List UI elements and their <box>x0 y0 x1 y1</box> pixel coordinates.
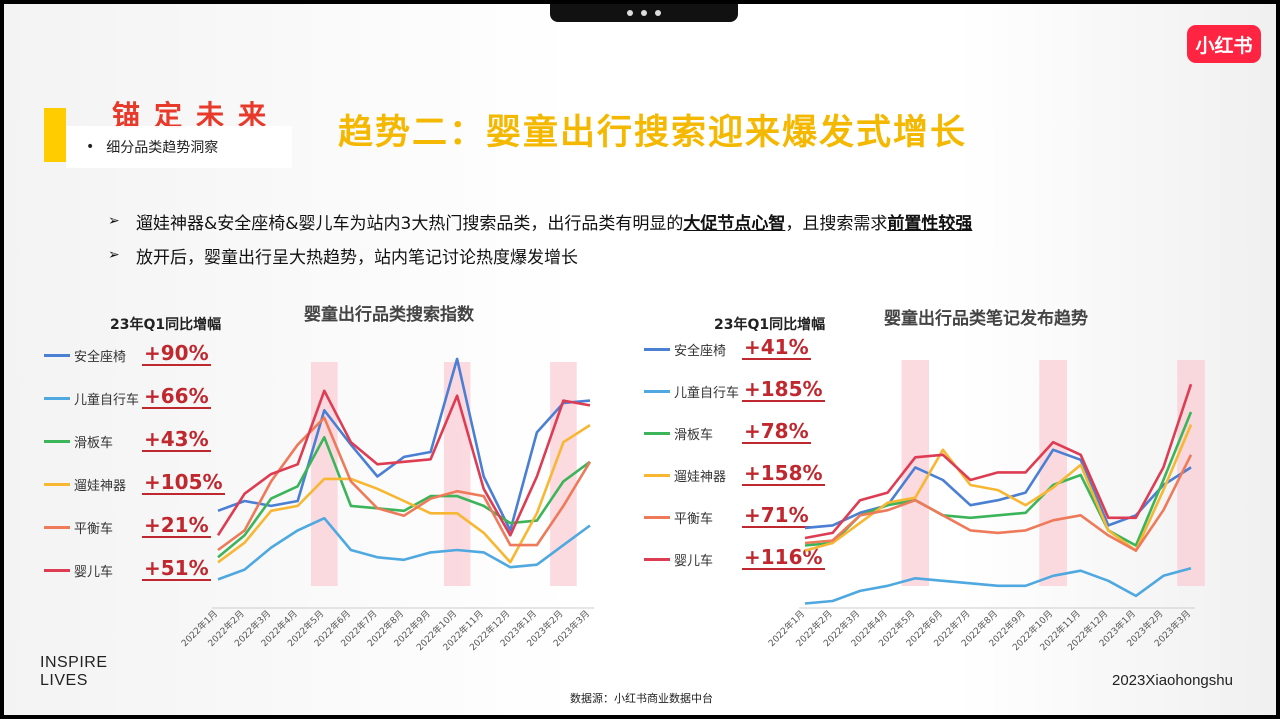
series-line-平衡车 <box>217 416 592 552</box>
legend-item: 遛娃神器 <box>644 464 726 486</box>
arrow-bullet-icon: ➢ <box>108 247 120 263</box>
bullet-item: ➢ 放开后，婴童出行呈大热趋势，站内笔记讨论热度爆发增长 <box>108 238 972 272</box>
series-line-滑板车 <box>804 411 1193 547</box>
promo-highlight-band <box>311 362 338 586</box>
growth-rate-label: +105% <box>142 470 225 495</box>
legend-item: 滑板车 <box>44 430 113 452</box>
series-line-儿童自行车 <box>217 516 591 581</box>
slide: 小红书 锚定未来 • 细分品类趋势洞察 趋势二：婴童出行搜索迎来爆发式增长 ➢ … <box>4 4 1276 715</box>
legend-item: 平衡车 <box>44 516 113 538</box>
growth-rate-label: +71% <box>742 503 811 528</box>
growth-rate-label: +66% <box>142 384 211 409</box>
legend-label: 滑板车 <box>674 427 714 443</box>
series-line-安全座椅 <box>217 357 591 532</box>
dot-icon <box>655 10 661 16</box>
legend-label: 遛娃神器 <box>74 478 127 494</box>
legend-label: 安全座椅 <box>74 349 127 365</box>
bullet-dot-icon: • <box>86 139 95 155</box>
legend-item: 安全座椅 <box>644 338 726 360</box>
series-line-平衡车 <box>804 454 1193 552</box>
series-line-婴儿车 <box>804 383 1193 540</box>
legend-item: 安全座椅 <box>44 344 126 366</box>
legend-swatch <box>44 525 70 529</box>
bullet-item: ➢ 遛娃神器&安全座椅&婴儿车为站内3大热门搜索品类，出行品类有明显的 大促节点心… <box>108 204 972 238</box>
bullet-text: 放开后，婴童出行呈大热趋势，站内笔记讨论热度爆发增长 <box>136 247 578 268</box>
copyright-footer: 2023Xiaohongshu <box>1112 672 1233 689</box>
legend-swatch <box>644 515 670 519</box>
dot-icon <box>627 10 633 16</box>
series-line-遛娃神器 <box>217 424 591 564</box>
legend-label: 滑板车 <box>74 435 114 451</box>
legend-label: 婴儿车 <box>674 553 714 569</box>
bullet-list: ➢ 遛娃神器&安全座椅&婴儿车为站内3大热门搜索品类，出行品类有明显的 大促节点心… <box>108 204 972 272</box>
series-line-婴儿车 <box>216 389 591 537</box>
legend-swatch <box>44 439 70 443</box>
series-line-遛娃神器 <box>804 424 1193 552</box>
bullet-emphasis: 大促节点心智 <box>683 213 786 234</box>
legend-label: 平衡车 <box>674 511 714 527</box>
growth-rate-label: +43% <box>142 427 211 452</box>
series-line-滑板车 <box>217 436 591 559</box>
legend-label: 婴儿车 <box>74 564 114 580</box>
growth-rate-label: +185% <box>742 377 825 402</box>
q1-growth-title: 23年Q1同比增幅 <box>110 317 222 333</box>
legend-swatch <box>644 347 670 351</box>
legend-item: 婴儿车 <box>44 559 113 581</box>
series-line-儿童自行车 <box>804 566 1192 605</box>
section-label-box: • 细分品类趋势洞察 <box>66 126 292 168</box>
dot-icon <box>641 10 647 16</box>
growth-rate-label: +158% <box>742 461 825 486</box>
growth-rate-label: +51% <box>142 556 211 581</box>
legend-swatch <box>644 389 670 393</box>
legend-label: 平衡车 <box>74 521 114 537</box>
footer-line: LIVES <box>40 672 88 689</box>
window-control-bar[interactable] <box>550 4 738 22</box>
legend-item: 儿童自行车 <box>644 380 739 402</box>
inspire-lives-footer: INSPIRE LIVES <box>40 654 108 690</box>
page-title: 趋势二：婴童出行搜索迎来爆发式增长 <box>338 113 968 153</box>
growth-rate-label: +78% <box>742 419 811 444</box>
growth-rate-label: +90% <box>142 341 211 366</box>
legend-label: 儿童自行车 <box>74 392 140 408</box>
legend-item: 婴儿车 <box>644 548 713 570</box>
bullet-emphasis: 前置性较强 <box>887 213 973 234</box>
footer-line: INSPIRE <box>40 654 108 671</box>
search-index-chart: 2022年1月2022年2月2022年3月2022年4月2022年5月2022年… <box>179 357 594 653</box>
legend-item: 遛娃神器 <box>44 473 126 495</box>
legend-item: 滑板车 <box>644 422 713 444</box>
legend-label: 安全座椅 <box>674 343 727 359</box>
growth-rate-label: +116% <box>742 545 825 570</box>
legend-swatch <box>44 353 70 357</box>
legend-swatch <box>44 482 70 486</box>
legend-swatch <box>644 557 670 561</box>
legend-item: 儿童自行车 <box>44 387 139 409</box>
growth-rate-label: +21% <box>142 513 211 538</box>
chart-title-notes: 婴童出行品类笔记发布趋势 <box>884 309 1088 329</box>
growth-rate-label: +41% <box>742 335 811 360</box>
legend-swatch <box>44 396 70 400</box>
chart-title-search: 婴童出行品类搜索指数 <box>304 305 474 325</box>
bullet-text: 遛娃神器&安全座椅&婴儿车为站内3大热门搜索品类，出行品类有明显的 <box>136 213 684 234</box>
bullet-text: ，且搜索需求 <box>785 213 888 234</box>
q1-growth-title: 23年Q1同比增幅 <box>714 317 826 333</box>
section-label: 细分品类趋势洞察 <box>106 140 219 156</box>
xiaohongshu-logo: 小红书 <box>1187 25 1261 63</box>
promo-highlight-band <box>1039 360 1067 586</box>
legend-item: 平衡车 <box>644 506 713 528</box>
legend-label: 儿童自行车 <box>674 385 740 401</box>
legend-swatch <box>644 431 670 435</box>
legend-swatch <box>44 568 70 572</box>
decorative-yellow-block <box>44 108 66 162</box>
notes-trend-chart: 2022年1月2022年2月2022年3月2022年4月2022年5月2022年… <box>766 360 1205 653</box>
legend-swatch <box>644 473 670 477</box>
legend-label: 遛娃神器 <box>674 469 727 485</box>
arrow-bullet-icon: ➢ <box>108 213 120 229</box>
data-source: 数据源：小红书商业数据中台 <box>570 692 713 705</box>
